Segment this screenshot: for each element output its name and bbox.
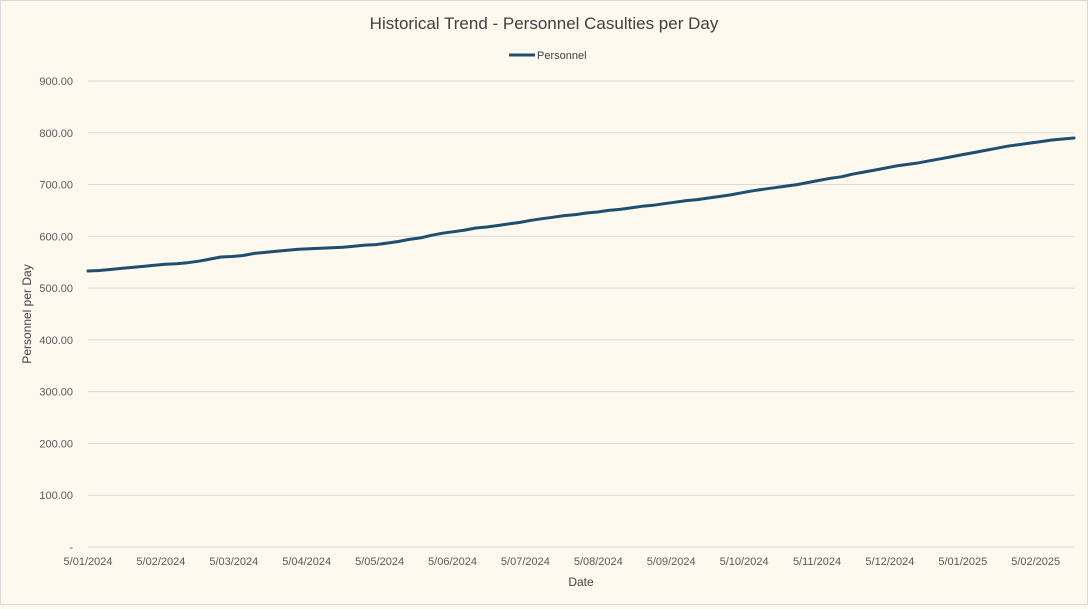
x-tick-label: 5/03/2024 (209, 556, 258, 568)
x-tick-label: 5/01/2024 (64, 556, 113, 568)
y-tick-label: 600.00 (39, 231, 73, 243)
x-axis-tick-labels: 5/01/2024 5/02/2024 5/03/2024 5/04/2024 5/05… (64, 556, 1061, 568)
legend[interactable]: Personnel (509, 50, 587, 62)
x-tick-label: 5/02/2024 (136, 556, 185, 568)
x-tick-label: 5/02/2025 (1011, 556, 1060, 568)
x-tick-label: 5/06/2024 (428, 556, 477, 568)
y-tick-label: - (69, 542, 73, 554)
series-line-personnel[interactable] (86, 136, 1076, 273)
chart-title: Historical Trend - Personnel Casulties p… (370, 14, 719, 33)
x-tick-label: 5/05/2024 (355, 556, 404, 568)
gridlines (88, 80, 1074, 548)
y-tick-label: 700.00 (39, 180, 73, 192)
y-tick-label: 100.00 (39, 490, 73, 502)
x-tick-label: 5/01/2025 (938, 556, 987, 568)
x-axis-title: Date (568, 575, 594, 589)
x-tick-label: 5/11/2024 (793, 556, 841, 568)
series-personnel[interactable] (86, 136, 1076, 273)
y-tick-label: 400.00 (39, 335, 73, 347)
x-tick-label: 5/04/2024 (282, 556, 331, 568)
legend-label-personnel: Personnel (537, 50, 587, 62)
y-axis-title: Personnel per Day (20, 264, 34, 363)
y-axis-tick-labels: - 100.00 200.00 300.00 400.00 500.00 600.00 700… (39, 76, 73, 554)
x-tick-label: 5/10/2024 (720, 556, 769, 568)
y-tick-label: 300.00 (39, 387, 73, 399)
y-tick-label: 200.00 (39, 438, 73, 450)
x-tick-label: 5/09/2024 (647, 556, 696, 568)
y-tick-label: 900.00 (39, 76, 73, 88)
x-tick-label: 5/08/2024 (574, 556, 623, 568)
y-tick-label: 800.00 (39, 128, 73, 140)
x-tick-label: 5/12/2024 (865, 556, 914, 568)
y-tick-label: 500.00 (39, 283, 73, 295)
x-tick-label: 5/07/2024 (501, 556, 550, 568)
